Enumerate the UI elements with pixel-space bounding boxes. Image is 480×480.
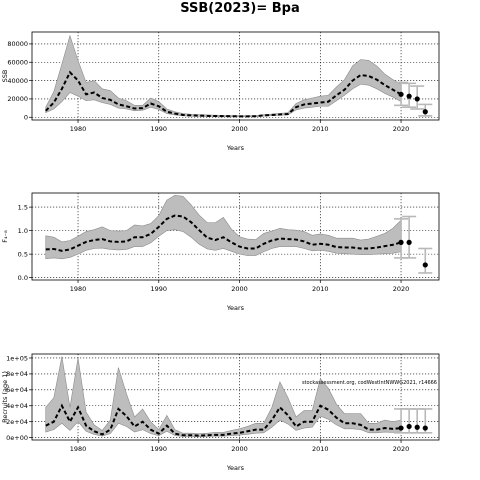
chart-f-estimate-line — [45, 214, 402, 252]
chart-recruits-ytick-label: 1e+05 — [6, 354, 28, 362]
chart-recruits-ytick-label: 4e+04 — [6, 402, 28, 410]
chart-recruits-annotation: stockassessment.org, codWestIntNWWG2021,… — [302, 380, 437, 386]
figure-title: SSB(2023)= Bpa — [180, 1, 300, 16]
chart-f-ytick-label: 1.5 — [18, 203, 28, 211]
chart-recruits-ytick-label: 8e+04 — [6, 370, 28, 378]
chart-recruits-projection-point — [422, 425, 428, 431]
chart-recruits-ylabel: Recruits (age 1) — [1, 371, 9, 423]
chart-ssb-xtick-label: 1990 — [151, 125, 168, 133]
chart-recruits-xtick-label: 1990 — [151, 445, 168, 453]
chart-f-xtick-label: 1980 — [70, 285, 87, 293]
chart-ssb-projection-point — [406, 93, 412, 99]
chart-f-frame — [31, 192, 440, 281]
chart-recruits-projection-point — [414, 424, 420, 430]
chart-recruits-ytick-label: 0e+00 — [6, 434, 28, 442]
chart-ssb-estimate-line — [45, 70, 402, 118]
chart-f-ylabel: F₄₋₈ — [1, 230, 9, 243]
chart-f-ytick-label: 0.0 — [18, 274, 28, 282]
chart-f-xtick-label: 2000 — [231, 285, 248, 293]
chart-ssb-xtick-label: 1980 — [70, 125, 87, 133]
chart-f-xlabel: Years — [226, 304, 245, 312]
chart-recruits-xtick-label: 2000 — [231, 445, 248, 453]
chart-recruits-ytick-label: 2e+04 — [6, 418, 28, 426]
chart-ssb-ytick-label: 40000 — [7, 77, 28, 85]
chart-f-xtick-label: 2020 — [393, 285, 410, 293]
chart-ssb-ytick-label: 60000 — [7, 59, 28, 67]
chart-ssb-frame — [31, 31, 440, 121]
chart-f-confidence-band — [45, 195, 402, 260]
chart-recruits-xtick-label: 2010 — [312, 445, 329, 453]
chart-recruits-xtick-label: 2020 — [393, 445, 410, 453]
chart-recruits-xlabel: Years — [226, 464, 245, 472]
chart-f-ytick-label: 1.0 — [18, 227, 28, 235]
chart-ssb-confidence-band — [45, 34, 402, 117]
chart-f-projection-point — [398, 239, 404, 245]
chart-f-xtick-label: 1990 — [151, 285, 168, 293]
chart-recruits-ytick-label: 6e+04 — [6, 386, 28, 394]
chart-ssb-ylabel: SSB — [1, 70, 9, 83]
chart-ssb-projection-point — [414, 96, 420, 102]
chart-ssb-projection-point — [422, 109, 428, 115]
chart-ssb-ytick-label: 0 — [24, 114, 28, 122]
chart-f-xtick-label: 2010 — [312, 285, 329, 293]
chart-recruits-estimate-line — [45, 403, 402, 437]
chart-recruits-xtick-label: 1980 — [70, 445, 87, 453]
chart-ssb-xtick-label: 2020 — [393, 125, 410, 133]
chart-ssb-projection-point — [398, 91, 404, 97]
chart-recruits-frame — [31, 353, 440, 441]
chart-f-projection-point — [406, 239, 412, 245]
chart-recruits-projection-point — [398, 425, 404, 431]
chart-ssb-xtick-label: 2000 — [231, 125, 248, 133]
chart-f-projection-point — [422, 262, 428, 268]
chart-ssb-xtick-label: 2010 — [312, 125, 329, 133]
chart-ssb-ytick-label: 80000 — [7, 40, 28, 48]
chart-ssb-ytick-label: 20000 — [7, 95, 28, 103]
chart-recruits-projection-point — [406, 423, 412, 430]
chart-ssb-xlabel: Years — [226, 144, 245, 152]
chart-recruits-confidence-band — [45, 356, 402, 437]
chart-f-ytick-label: 0.5 — [18, 250, 28, 258]
